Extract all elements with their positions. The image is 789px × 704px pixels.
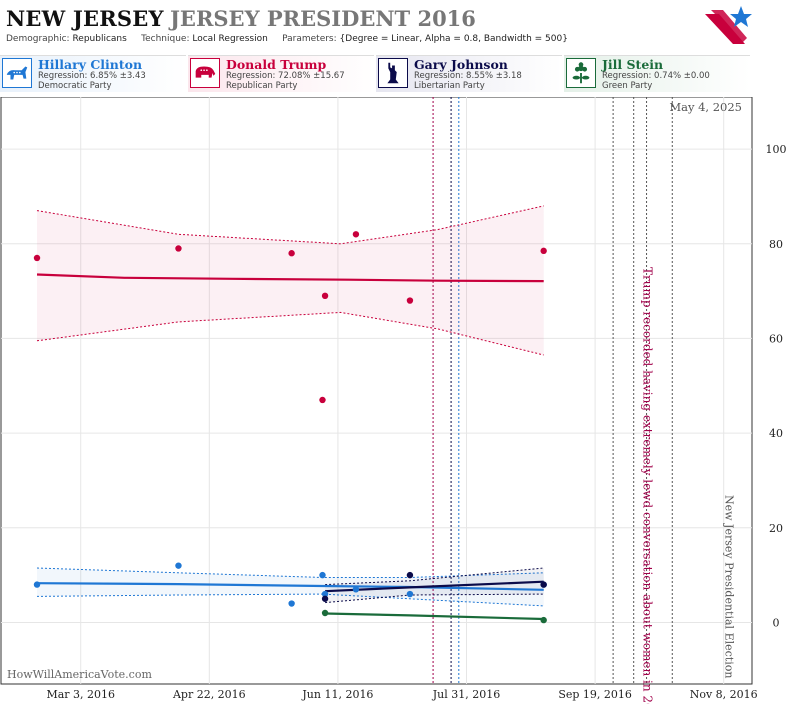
y-tick-label: 40	[769, 427, 783, 440]
technique-label: Technique:	[141, 34, 190, 44]
x-tick-label: Jul 31, 2016	[432, 688, 501, 701]
poll-point-donald-trump	[288, 250, 295, 257]
parameters-label: Parameters:	[282, 34, 337, 44]
race-title: JERSEY PRESIDENT 2016	[170, 6, 476, 31]
state-title: NEW JERSEY	[6, 6, 164, 31]
current-date-label: May 4, 2025	[669, 100, 742, 114]
demographic-label: Demographic:	[6, 34, 70, 44]
site-logo-icon	[705, 6, 752, 44]
candidate-card-trump[interactable]: Donald Trump Regression: 72.08% ±15.67 R…	[188, 55, 374, 92]
candidate-card-stein[interactable]: Jill Stein Regression: 0.74% ±0.00 Green…	[564, 55, 750, 92]
candidate-party: Green Party	[602, 81, 653, 91]
poll-point-hillary-clinton	[288, 600, 295, 607]
y-tick-label: 20	[769, 522, 783, 535]
candidate-party: Libertarian Party	[414, 81, 485, 91]
poll-point-jill-stein	[540, 616, 547, 624]
trend-line-hillary-clinton	[36, 582, 544, 591]
poll-point-hillary-clinton	[319, 571, 326, 579]
y-tick-label: 60	[769, 332, 783, 345]
poll-point-donald-trump	[540, 247, 547, 255]
poll-point-donald-trump	[352, 231, 360, 238]
band-lower-line	[36, 311, 544, 356]
x-tick-label: Sep 19, 2016	[558, 688, 632, 701]
polling-chart: Mar 3, 2016 Apr 22, 2016 Jun 11, 2016 Jul 3…	[0, 97, 787, 704]
title-bar: NEW JERSEY JERSEY PRESIDENT 2016 Demogra…	[0, 0, 789, 54]
elephant-icon	[190, 58, 220, 88]
candidate-regression: Regression: 6.85% ±3.43	[38, 71, 146, 81]
poll-point-gary-johnson	[321, 595, 329, 602]
technique-value: Local Regression	[192, 34, 268, 44]
band-upper-line	[325, 567, 544, 586]
poll-point-hillary-clinton	[352, 586, 360, 593]
poll-point-jill-stein	[321, 609, 329, 617]
trend-line-donald-trump	[36, 273, 544, 283]
parameters-value: {Degree = Linear, Alpha = 0.8, Bandwidth…	[339, 34, 568, 44]
candidate-card-johnson[interactable]: Gary Johnson Regression: 8.55% ±3.18 Lib…	[376, 55, 562, 92]
flower-icon	[566, 58, 596, 88]
candidate-legend: Hillary Clinton Regression: 6.85% ±3.43 …	[0, 55, 789, 95]
x-tick-label: Nov 8, 2016	[690, 688, 758, 701]
trend-line-jill-stein	[325, 612, 544, 621]
donkey-icon	[2, 58, 32, 88]
candidate-card-clinton[interactable]: Hillary Clinton Regression: 6.85% ±3.43 …	[0, 55, 186, 92]
poll-point-hillary-clinton	[321, 590, 329, 598]
candidate-party: Democratic Party	[38, 81, 112, 91]
candidate-regression: Regression: 72.08% ±15.67	[226, 71, 345, 81]
candidate-name: Gary Johnson	[414, 57, 508, 72]
statue-of-liberty-icon	[378, 58, 408, 88]
poll-point-hillary-clinton	[175, 562, 182, 569]
candidate-name: Jill Stein	[602, 57, 664, 72]
candidate-regression: Regression: 8.55% ±3.18	[414, 71, 522, 81]
poll-point-donald-trump	[406, 297, 414, 304]
poll-point-hillary-clinton	[33, 581, 41, 588]
y-tick-label: 0	[773, 616, 780, 629]
source-credit: HowWillAmericaVote.com	[7, 668, 152, 681]
band-upper-line	[36, 205, 544, 245]
poll-point-donald-trump	[321, 292, 329, 300]
annotation-label: Trump recorded having extremely lewd con…	[640, 267, 654, 704]
candidate-party: Republican Party	[226, 81, 298, 91]
demographic-value: Republicans	[72, 34, 127, 44]
x-tick-label: Mar 3, 2016	[46, 688, 115, 701]
poll-point-hillary-clinton	[406, 590, 414, 598]
parameters-line: Demographic: Republicans Technique: Loca…	[6, 34, 568, 44]
candidate-regression: Regression: 0.74% ±0.00	[602, 71, 710, 81]
poll-point-donald-trump	[175, 245, 182, 252]
y-tick-label: 100	[766, 143, 787, 156]
candidate-name: Hillary Clinton	[38, 57, 143, 72]
confidence-band-donald-trump	[37, 205, 544, 355]
x-tick-label: Jun 11, 2016	[301, 688, 373, 701]
poll-point-gary-johnson	[406, 571, 414, 579]
poll-point-donald-trump	[33, 254, 41, 262]
x-tick-label: Apr 22, 2016	[172, 688, 246, 701]
annotation-label: New Jersey Presidential Election	[723, 495, 736, 678]
poll-point-gary-johnson	[540, 581, 547, 588]
poll-point-donald-trump	[319, 396, 326, 404]
y-tick-label: 80	[769, 238, 783, 251]
candidate-name: Donald Trump	[226, 57, 327, 72]
